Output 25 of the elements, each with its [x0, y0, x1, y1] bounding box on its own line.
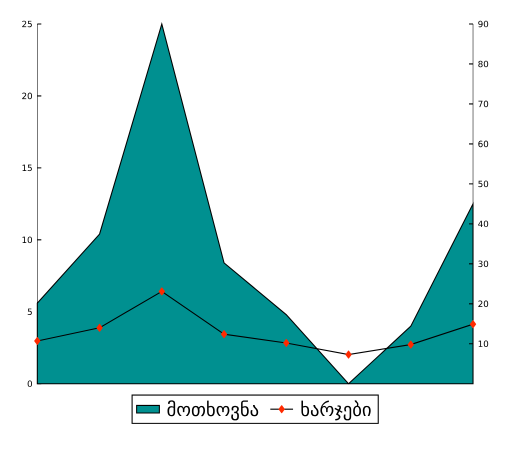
point [220, 330, 228, 338]
point [470, 320, 476, 328]
point [345, 350, 352, 359]
y2-tick-label: 50 [478, 180, 488, 188]
y2-tick-label: 90 [478, 20, 488, 28]
y-tick-label: 20 [22, 92, 32, 100]
y2-tick-label: 20 [478, 300, 488, 308]
point [408, 340, 414, 349]
y2-tick-label: 60 [478, 140, 488, 148]
point [158, 287, 165, 296]
legend-label: ხარჯები [301, 400, 371, 420]
y-tick-label: 15 [22, 164, 32, 172]
y2-tick-label: 70 [478, 100, 488, 108]
y-tick-label: 25 [22, 20, 32, 28]
point [34, 336, 40, 345]
y2-tick-label: 40 [478, 220, 488, 228]
y2-tick-label: 10 [478, 340, 488, 348]
y2-tick-label: 80 [478, 60, 488, 68]
y-tick-label: 0 [28, 380, 32, 388]
y-tick-label: 10 [22, 236, 32, 244]
y2-tick-label: 30 [478, 260, 488, 268]
legend-label: მოთხოვნა [167, 400, 258, 420]
y-tick-label: 5 [28, 308, 32, 315]
point [96, 324, 103, 332]
point [283, 338, 290, 347]
